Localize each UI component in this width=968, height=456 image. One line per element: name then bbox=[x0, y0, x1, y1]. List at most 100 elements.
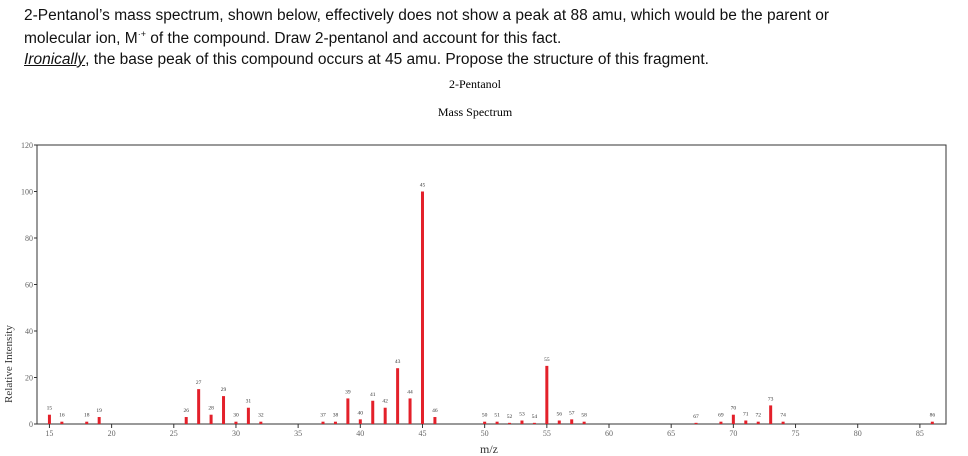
peak-label: 57 bbox=[569, 410, 575, 416]
bar bbox=[433, 417, 437, 424]
peak-label: 39 bbox=[345, 389, 351, 395]
peak-label: 16 bbox=[59, 413, 65, 419]
x-tick-label: 15 bbox=[45, 429, 53, 438]
bar bbox=[408, 398, 412, 424]
y-tick-label: 0 bbox=[29, 420, 33, 429]
bar bbox=[358, 419, 362, 424]
chart-subtitle: Mass Spectrum bbox=[438, 105, 513, 119]
peak-label: 73 bbox=[768, 396, 774, 402]
peak-label: 69 bbox=[718, 413, 724, 419]
bar bbox=[570, 419, 574, 424]
bar bbox=[532, 422, 536, 424]
x-tick-label: 35 bbox=[294, 429, 302, 438]
bar bbox=[545, 365, 549, 424]
x-tick-label: 20 bbox=[108, 429, 116, 438]
x-tick-label: 65 bbox=[667, 429, 675, 438]
x-axis-label: m/z bbox=[480, 442, 498, 456]
bar bbox=[197, 389, 201, 424]
bar bbox=[259, 421, 263, 424]
peak-label: 41 bbox=[370, 392, 376, 398]
peak-label: 15 bbox=[47, 406, 53, 412]
peak-label: 27 bbox=[196, 380, 202, 386]
peak-label: 31 bbox=[246, 399, 252, 405]
y-tick-label: 60 bbox=[25, 281, 33, 290]
peak-label: 86 bbox=[930, 413, 936, 419]
peak-label: 42 bbox=[382, 399, 388, 405]
bar bbox=[756, 421, 760, 424]
bar bbox=[246, 407, 250, 424]
x-tick-label: 80 bbox=[854, 429, 862, 438]
x-tick-label: 60 bbox=[605, 429, 613, 438]
peak-label: 67 bbox=[693, 414, 699, 420]
bar bbox=[483, 421, 487, 424]
chart-title: 2-Pentanol bbox=[449, 77, 502, 91]
peak-label: 28 bbox=[208, 406, 214, 412]
bar bbox=[557, 420, 561, 424]
text: molecular ion, M bbox=[24, 30, 138, 48]
peak-label: 46 bbox=[432, 408, 438, 414]
bar bbox=[769, 405, 773, 424]
bar bbox=[731, 414, 735, 424]
bar bbox=[85, 421, 89, 424]
bar bbox=[60, 421, 64, 424]
x-tick-label: 85 bbox=[916, 429, 924, 438]
peak-label: 52 bbox=[507, 414, 513, 420]
text: of the compound. Draw 2-pentanol and acc… bbox=[145, 30, 562, 48]
peak-label: 44 bbox=[407, 389, 413, 395]
peak-label: 37 bbox=[320, 413, 326, 419]
bar bbox=[694, 422, 698, 424]
peak-label: 72 bbox=[755, 413, 761, 419]
x-tick-label: 40 bbox=[356, 429, 364, 438]
peak-label: 29 bbox=[221, 387, 227, 393]
question-line: 2-Pentanol’s mass spectrum, shown below,… bbox=[24, 7, 829, 25]
bar bbox=[222, 396, 226, 424]
peak-label: 51 bbox=[494, 413, 500, 419]
text: 2-Pentanol’s mass spectrum, shown below,… bbox=[24, 7, 830, 24]
chart: 2-Pentanol Mass Spectrum m/z Relative In… bbox=[3, 77, 947, 456]
bar bbox=[719, 421, 723, 424]
x-tick-label: 30 bbox=[232, 429, 240, 438]
question-line: Ironically, the base peak of this compou… bbox=[24, 51, 709, 69]
peak-label: 26 bbox=[183, 408, 189, 414]
peak-label: 45 bbox=[420, 183, 426, 189]
peak-label: 71 bbox=[743, 412, 749, 418]
emphasis: Ironically bbox=[24, 51, 86, 68]
peak-label: 38 bbox=[333, 413, 339, 419]
peak-label: 53 bbox=[519, 412, 525, 418]
bar bbox=[321, 421, 325, 424]
x-tick-label: 75 bbox=[792, 429, 800, 438]
bar bbox=[234, 421, 238, 424]
bar bbox=[184, 417, 188, 424]
bar bbox=[333, 421, 337, 424]
peak-label: 40 bbox=[358, 410, 364, 416]
peak-label: 56 bbox=[557, 412, 563, 418]
bar bbox=[781, 421, 785, 424]
x-tick-label: 45 bbox=[418, 429, 426, 438]
x-tick-label: 25 bbox=[170, 429, 178, 438]
bar bbox=[346, 398, 350, 424]
bar bbox=[495, 421, 499, 424]
bar bbox=[930, 421, 934, 424]
peak-label: 55 bbox=[544, 357, 550, 363]
bar bbox=[420, 191, 424, 424]
bar bbox=[371, 400, 375, 424]
bar bbox=[520, 420, 524, 424]
bar bbox=[744, 420, 748, 424]
y-tick-label: 40 bbox=[25, 327, 33, 336]
y-tick-label: 20 bbox=[25, 374, 33, 383]
peak-label: 74 bbox=[780, 413, 786, 419]
x-tick-label: 50 bbox=[481, 429, 489, 438]
bar bbox=[47, 414, 51, 424]
peak-label: 19 bbox=[96, 408, 102, 414]
y-tick-label: 120 bbox=[21, 141, 33, 150]
y-tick-label: 100 bbox=[21, 188, 33, 197]
bar bbox=[97, 417, 101, 424]
bar bbox=[508, 422, 512, 424]
bar bbox=[396, 368, 400, 424]
bar bbox=[582, 421, 586, 424]
peak-label: 18 bbox=[84, 413, 90, 419]
bar bbox=[209, 414, 213, 424]
text: , the base peak of this compound occurs … bbox=[85, 51, 709, 68]
x-tick-label: 55 bbox=[543, 429, 551, 438]
